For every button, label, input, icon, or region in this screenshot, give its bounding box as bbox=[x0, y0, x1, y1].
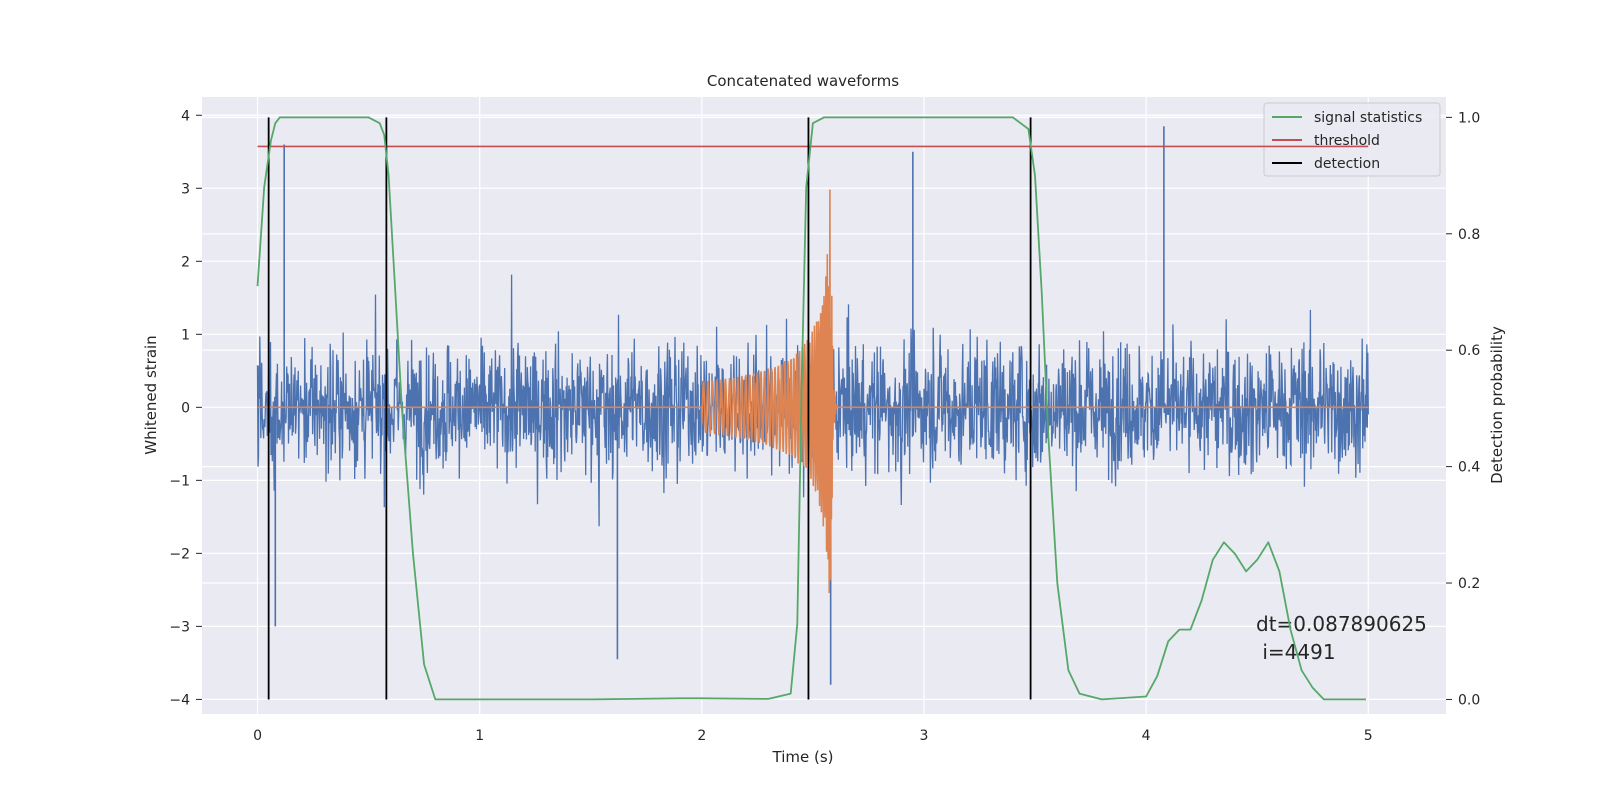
chirp-series-line bbox=[257, 189, 1369, 594]
x-tick-label: 2 bbox=[697, 728, 706, 744]
y-tick-label: 0 bbox=[181, 400, 190, 416]
y-tick-label: 4 bbox=[181, 108, 190, 124]
legend-entry: detection bbox=[1314, 156, 1380, 172]
y-tick-label: 1 bbox=[181, 327, 190, 343]
y-tick-label: −3 bbox=[169, 619, 190, 635]
x-axis: 0 1 2 3 4 5 bbox=[253, 728, 1373, 744]
x-tick-label: 3 bbox=[920, 728, 929, 744]
x-tick-label: 5 bbox=[1364, 728, 1373, 744]
plot-area bbox=[256, 126, 1369, 685]
y2-tick-label: 0.2 bbox=[1458, 576, 1480, 592]
signal-statistics-line bbox=[256, 116, 1366, 701]
y-axis-label: Whitened strain bbox=[142, 335, 160, 454]
legend-box bbox=[1263, 102, 1441, 177]
y-tick-label: 2 bbox=[181, 254, 190, 270]
x-tick-label: 4 bbox=[1142, 728, 1151, 744]
y-axis-right: 0.0 0.2 0.4 0.6 0.8 1.0 bbox=[1446, 110, 1480, 708]
y-tick-label: 3 bbox=[181, 181, 190, 197]
y2-axis-label: Detection probability bbox=[1488, 326, 1506, 484]
x-axis-label: Time (s) bbox=[772, 748, 834, 766]
y2-tick-label: 1.0 bbox=[1458, 110, 1480, 126]
legend-entry: signal statistics bbox=[1314, 110, 1422, 126]
y-axis-left: −4 −3 −2 −1 0 1 2 3 4 bbox=[169, 108, 202, 708]
y-tick-label: −2 bbox=[169, 546, 190, 562]
x-tick-label: 1 bbox=[475, 728, 484, 744]
y2-tick-label: 0.0 bbox=[1458, 692, 1480, 708]
legend-entry: threshold bbox=[1314, 133, 1380, 149]
y2-tick-label: 0.4 bbox=[1458, 460, 1480, 476]
chart-title: Concatenated waveforms bbox=[707, 72, 899, 90]
annotation-dt: dt=0.087890625 bbox=[1256, 612, 1427, 636]
y-tick-label: −1 bbox=[169, 473, 190, 489]
x-tick-label: 0 bbox=[253, 728, 262, 744]
y2-tick-label: 0.8 bbox=[1458, 227, 1480, 243]
y2-tick-label: 0.6 bbox=[1458, 343, 1480, 359]
y-tick-label: −4 bbox=[169, 692, 190, 708]
legend: signal statistics threshold detection bbox=[1263, 102, 1441, 177]
